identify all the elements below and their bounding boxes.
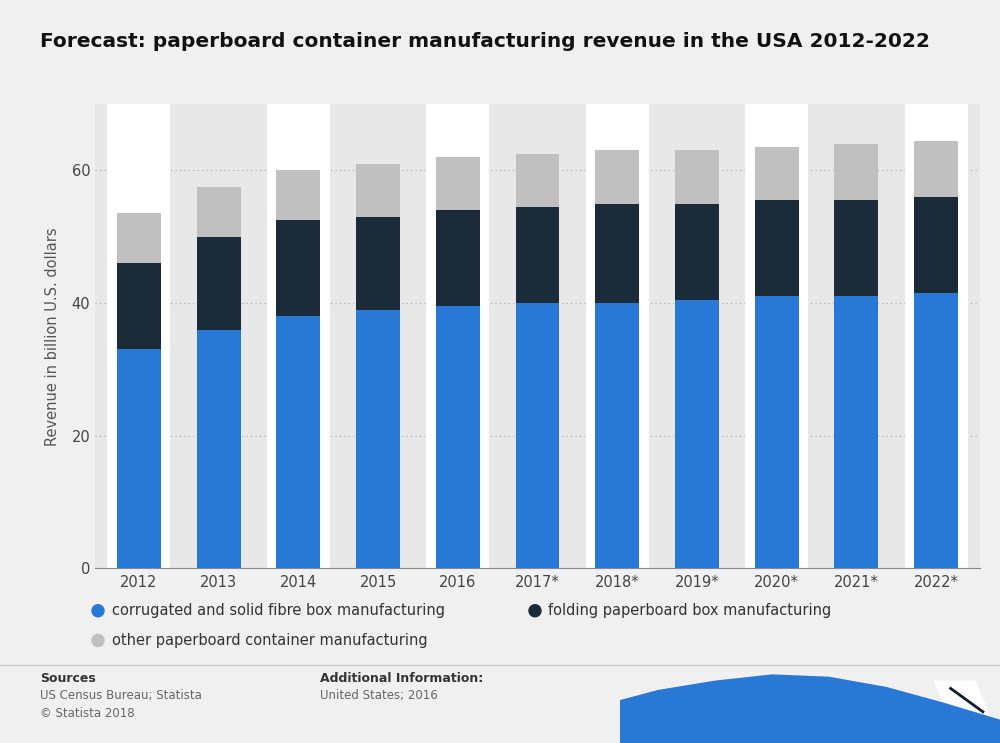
Bar	[276, 317, 320, 568]
Bar	[675, 151, 719, 204]
Bar	[436, 210, 480, 306]
Y-axis label: Revenue in billion U.S. dollars: Revenue in billion U.S. dollars	[45, 227, 60, 446]
Bar	[905, 104, 968, 568]
Bar	[356, 163, 400, 217]
Polygon shape	[620, 675, 1000, 743]
Text: statista: statista	[808, 700, 904, 720]
Bar	[914, 197, 958, 293]
Bar	[914, 140, 958, 197]
Bar	[107, 104, 170, 568]
Bar	[834, 200, 878, 296]
Bar	[595, 204, 639, 303]
Bar	[595, 151, 639, 204]
Bar	[276, 170, 320, 220]
Bar	[914, 293, 958, 568]
Bar	[426, 104, 489, 568]
Bar	[516, 207, 559, 303]
Text: Forecast: paperboard container manufacturing revenue in the USA 2012-2022: Forecast: paperboard container manufactu…	[40, 31, 930, 51]
Polygon shape	[934, 681, 990, 716]
Bar	[436, 306, 480, 568]
Text: other paperboard container manufacturing: other paperboard container manufacturing	[112, 633, 428, 648]
Bar	[276, 220, 320, 317]
Bar	[356, 217, 400, 310]
Bar	[516, 303, 559, 568]
Bar	[197, 330, 241, 568]
Bar	[755, 200, 799, 296]
Text: Additional Information:: Additional Information:	[320, 672, 483, 684]
Bar	[117, 263, 161, 349]
Bar	[755, 296, 799, 568]
Bar	[755, 147, 799, 200]
Text: Sources: Sources	[40, 672, 96, 684]
Bar	[834, 296, 878, 568]
Text: corrugated and solid fibre box manufacturing: corrugated and solid fibre box manufactu…	[112, 603, 445, 618]
Bar	[436, 157, 480, 210]
Bar	[675, 204, 719, 299]
Text: US Census Bureau; Statista
© Statista 2018: US Census Bureau; Statista © Statista 20…	[40, 689, 202, 720]
Bar	[516, 154, 559, 207]
Bar	[834, 144, 878, 200]
Text: folding paperboard box manufacturing: folding paperboard box manufacturing	[548, 603, 831, 618]
Bar	[595, 303, 639, 568]
Bar	[745, 104, 808, 568]
Bar	[197, 237, 241, 330]
Bar	[356, 310, 400, 568]
Bar	[117, 213, 161, 263]
Bar	[675, 299, 719, 568]
Bar	[586, 104, 649, 568]
Bar	[117, 349, 161, 568]
Bar	[197, 187, 241, 237]
Text: United States; 2016: United States; 2016	[320, 689, 438, 701]
Bar	[267, 104, 330, 568]
